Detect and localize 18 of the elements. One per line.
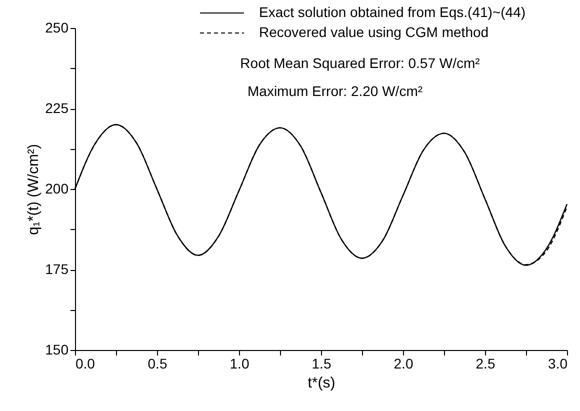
x-tick-label: 0.0 [76, 356, 96, 372]
x-tick-label: 0.5 [148, 356, 168, 372]
x-axis-title: t*(s) [308, 374, 336, 392]
x-tick-label: 2.0 [394, 356, 414, 372]
x-tick-label: 3.0 [548, 356, 568, 372]
legend-label: Exact solution obtained from Eqs.(41)~(44) [259, 4, 526, 20]
y-axis-title: q₁*(t) (W/cm²) [25, 144, 42, 235]
y-tick-label: 150 [45, 342, 69, 358]
y-tick-label: 225 [45, 100, 69, 116]
y-tick-label: 250 [45, 20, 69, 36]
y-tick-label: 175 [45, 261, 69, 277]
annotation: Maximum Error: 2.20 W/cm² [247, 83, 423, 99]
x-tick-label: 1.5 [312, 356, 332, 372]
x-tick-label: 2.5 [476, 356, 496, 372]
legend-label: Recovered value using CGM method [259, 24, 489, 40]
x-tick-label: 1.0 [230, 356, 250, 372]
y-tick-label: 200 [45, 180, 69, 196]
annotation: Root Mean Squared Error: 0.57 W/cm² [240, 55, 480, 71]
